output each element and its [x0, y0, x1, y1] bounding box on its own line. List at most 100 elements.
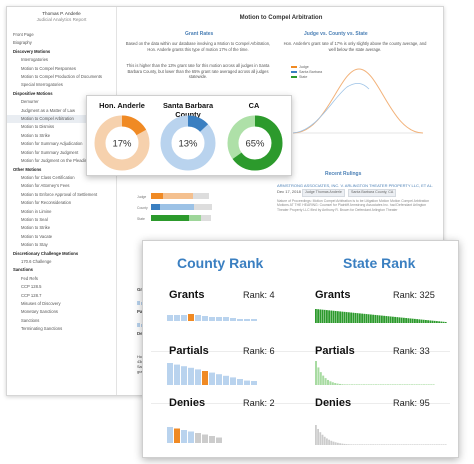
donut-value: 13%	[178, 139, 198, 150]
sidebar-section: Discovery Motions	[13, 48, 51, 54]
county-partials-spark	[167, 363, 257, 385]
spark-bar	[387, 444, 390, 445]
spark-bar	[330, 310, 333, 323]
spark-bar	[427, 320, 429, 323]
spark-bar	[411, 444, 414, 445]
rank-card: County Rank State Rank Grants Rank: 4 Gran…	[142, 240, 459, 458]
spark-bar	[346, 384, 349, 385]
row-separator	[151, 351, 450, 352]
rank-row-label-state: Denies	[315, 397, 352, 409]
spark-bar	[420, 444, 423, 445]
sidebar-item[interactable]: 170.6 Challenge	[21, 258, 52, 264]
spark-bar	[339, 383, 341, 385]
spark-bar	[365, 444, 368, 445]
spark-bar	[327, 379, 329, 385]
sidebar-item[interactable]: Biography	[13, 40, 32, 46]
sidebar-item[interactable]: Demurrer	[21, 99, 39, 105]
sidebar-item[interactable]: Interrogatories	[21, 57, 48, 63]
spark-bar	[444, 321, 447, 323]
sidebar-item[interactable]: Motion to Compel Production of Documents	[21, 74, 102, 80]
spark-bar	[420, 319, 423, 323]
spark-bar	[394, 384, 397, 385]
donut-value-arc	[94, 115, 150, 171]
spark-bar	[383, 444, 385, 445]
spark-bar	[329, 381, 332, 385]
spark-bar	[337, 442, 339, 445]
spark-bar	[385, 444, 388, 445]
spark-bar	[352, 312, 355, 323]
legend-county: Santa Barbara	[299, 70, 323, 74]
spark-bar	[345, 444, 348, 445]
spark-bar	[367, 384, 370, 385]
sidebar-item[interactable]: Motion to Stay	[21, 242, 48, 248]
sidebar-item[interactable]: CCP 128.7	[21, 292, 42, 298]
ruling-tag-county[interactable]: Santa Barbara County, CA	[347, 189, 397, 197]
fragment-grants: Gra	[137, 287, 145, 292]
spark-bar	[343, 311, 346, 323]
state-rank-value: Rank: 95	[393, 398, 430, 408]
sidebar-item[interactable]: Motion to Compel Responses	[21, 65, 76, 71]
sidebar-item[interactable]: Fed Refs	[21, 275, 38, 281]
spark-bar	[420, 384, 423, 385]
sidebar-item[interactable]: Motion to Vacate	[21, 233, 53, 239]
spark-bar	[188, 314, 194, 321]
sidebar-item[interactable]: Judgment as a Matter of Law	[21, 107, 75, 113]
ruling-tag-judge[interactable]: Judge Thomas Anderle	[301, 189, 345, 197]
spark-bar	[181, 315, 187, 321]
spark-bar	[423, 384, 425, 385]
sidebar-item[interactable]: Monetary Sanctions	[21, 309, 59, 315]
sidebar-item[interactable]: Motion for Summary Judgment	[21, 149, 79, 155]
spark-bar	[348, 384, 351, 385]
spark-bar	[385, 316, 388, 323]
spark-bar	[209, 317, 215, 321]
spark-bar	[411, 318, 414, 323]
judge-county-state-para: Hon. Anderle's grant rate of 17% is only…	[283, 41, 427, 52]
state-grants-spark	[315, 309, 447, 323]
spark-bar	[409, 444, 412, 445]
spark-bar	[341, 443, 344, 445]
legend-judge: Judge	[299, 65, 309, 69]
spark-bar	[363, 313, 366, 323]
sidebar-section: Discretionary Challenge Motions	[13, 250, 79, 256]
ruling-case-link[interactable]: ARMSTRONG ASSOCIATES, INC. V. ARLINGTON …	[277, 183, 434, 188]
spark-bar	[353, 384, 356, 385]
spark-bar	[438, 321, 440, 323]
spark-bar	[436, 444, 438, 445]
spark-bar	[343, 443, 346, 445]
spark-bar	[409, 318, 412, 323]
sidebar-item[interactable]: Motion to Seal	[21, 216, 48, 222]
county-rank-value: Rank: 6	[243, 346, 275, 356]
spark-bar	[230, 377, 236, 385]
spark-bar	[444, 444, 447, 445]
spark-bar	[244, 380, 250, 385]
spark-bar	[348, 444, 350, 445]
sidebar-item[interactable]: Motion for Attorney's Fees	[21, 183, 70, 189]
spark-bar	[378, 315, 381, 323]
sidebar-item[interactable]: Motion for Judgment on the Pleadings	[21, 158, 92, 164]
spark-bar	[328, 439, 330, 445]
sidebar-item[interactable]: Motion in Limine	[21, 208, 52, 214]
sidebar-item[interactable]: Motion to Enforce Approval of Settlement	[21, 191, 98, 197]
sidebar-item[interactable]: Sanctions	[21, 317, 40, 323]
sidebar-item[interactable]: Front Page	[13, 32, 34, 37]
sidebar-item[interactable]: Motion for Class Certification	[21, 174, 75, 180]
spark-bar	[360, 384, 363, 385]
spark-bar	[418, 444, 421, 445]
sidebar-item[interactable]: Motion for Summary Adjudication	[21, 141, 83, 147]
spark-bar	[399, 384, 401, 385]
sidebar-item[interactable]: Motion to Strike	[21, 132, 51, 138]
sidebar-item[interactable]: Motion to Dismiss	[21, 124, 55, 130]
spark-bar	[195, 315, 201, 321]
sidebar-item[interactable]: Terminating Sanctions	[21, 326, 63, 332]
sidebar-item[interactable]: CCP 128.5	[21, 284, 42, 290]
spark-bar	[341, 311, 344, 323]
sidebar-item[interactable]: Motion for Reconsideration	[21, 200, 72, 206]
sidebar-item[interactable]: Motion to Compel Arbitration	[7, 115, 116, 124]
ruling-date: Dec 17, 2018	[277, 189, 301, 195]
spark-bar	[381, 444, 383, 445]
spark-bar	[223, 317, 229, 321]
spark-bar	[348, 312, 350, 323]
sidebar-item[interactable]: Misuses of Discovery	[21, 301, 61, 306]
sidebar-item[interactable]: Special Interrogatories	[21, 82, 63, 88]
sidebar-item[interactable]: Motion to Strike	[21, 225, 51, 231]
